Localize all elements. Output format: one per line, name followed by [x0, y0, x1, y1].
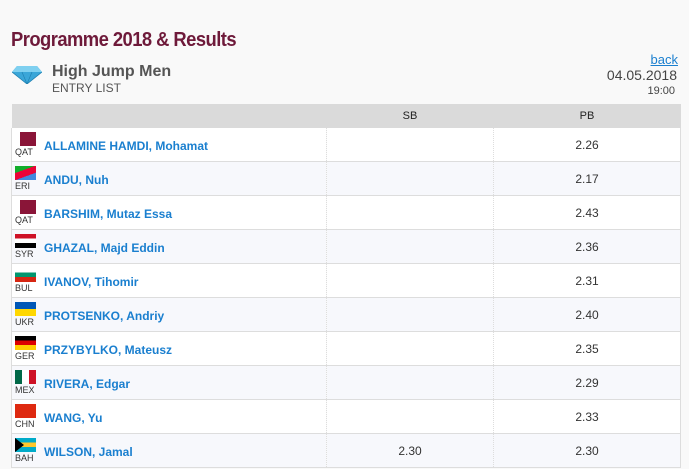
sb-cell: [326, 229, 494, 264]
flag-bul-icon: [15, 268, 36, 282]
athlete-name-link[interactable]: GHAZAL, Majd Eddin: [44, 241, 165, 255]
pb-cell: 2.30: [493, 433, 681, 468]
country-code: SYR: [15, 249, 34, 259]
sb-cell: [326, 161, 494, 196]
event-name: High Jump Men: [52, 63, 172, 80]
flag-ger-icon: [15, 336, 36, 350]
sb-cell: [326, 195, 494, 230]
country-code: BAH: [15, 453, 34, 463]
table-row: UKR PROTSENKO, Andriy 2.40: [11, 297, 681, 332]
entry-table: SB PB QAT ALLAMINE HAMDI, Mohamat 2.26 E…: [11, 104, 681, 468]
sb-cell: [326, 331, 494, 366]
back-link[interactable]: back: [650, 52, 678, 67]
athlete-name-link[interactable]: IVANOV, Tihomir: [44, 275, 139, 289]
athlete-cell: QAT BARSHIM, Mutaz Essa: [11, 195, 327, 230]
table-row: BUL IVANOV, Tihomir 2.31: [11, 263, 681, 298]
page-title: Programme 2018 & Results: [11, 29, 237, 51]
sb-cell: [326, 297, 494, 332]
flag-bah-icon: [15, 438, 36, 452]
flag-ukr-icon: [15, 302, 36, 316]
athlete-name-link[interactable]: RIVERA, Edgar: [44, 377, 131, 391]
athlete-name-link[interactable]: WILSON, Jamal: [44, 445, 133, 459]
country-code: QAT: [15, 215, 33, 225]
table-row: ERI ANDU, Nuh 2.17: [11, 161, 681, 196]
table-row: SYR GHAZAL, Majd Eddin 2.36: [11, 229, 681, 264]
sb-cell: 2.30: [326, 433, 494, 468]
column-header-sb: SB: [326, 104, 494, 128]
athlete-cell: SYR GHAZAL, Majd Eddin: [11, 229, 327, 264]
sb-cell: [326, 128, 494, 162]
table-row: MEX RIVERA, Edgar 2.29: [11, 365, 681, 400]
athlete-name-link[interactable]: ALLAMINE HAMDI, Mohamat: [44, 139, 208, 153]
pb-cell: 2.36: [493, 229, 681, 264]
pb-cell: 2.17: [493, 161, 681, 196]
country-code: GER: [15, 351, 35, 361]
sb-cell: [326, 399, 494, 434]
table-row: QAT ALLAMINE HAMDI, Mohamat 2.26: [11, 128, 681, 162]
country-code: CHN: [15, 419, 35, 429]
pb-cell: 2.33: [493, 399, 681, 434]
flag-qat-icon: [15, 200, 36, 214]
country-code: BUL: [15, 283, 33, 293]
athlete-name-link[interactable]: PROTSENKO, Andriy: [44, 309, 165, 323]
pb-cell: 2.43: [493, 195, 681, 230]
flag-eri-icon: [15, 166, 36, 180]
event-time: 19:00: [647, 85, 675, 97]
flag-qat-icon: [15, 132, 36, 146]
athlete-cell: GER PRZYBYLKO, Mateusz: [11, 331, 327, 366]
athlete-cell: ERI ANDU, Nuh: [11, 161, 327, 196]
athlete-name-link[interactable]: WANG, Yu: [44, 411, 103, 425]
athlete-cell: MEX RIVERA, Edgar: [11, 365, 327, 400]
table-row: BAH WILSON, Jamal 2.30 2.30: [11, 433, 681, 468]
event-date: 04.05.2018: [606, 67, 677, 83]
sb-cell: [326, 263, 494, 298]
country-code: UKR: [15, 317, 35, 327]
table-row: QAT BARSHIM, Mutaz Essa 2.43: [11, 195, 681, 230]
athlete-cell: QAT ALLAMINE HAMDI, Mohamat: [11, 128, 327, 162]
flag-syr-icon: [15, 234, 36, 248]
column-header-pb: PB: [493, 104, 681, 128]
table-header: SB PB: [11, 104, 681, 128]
table-row: GER PRZYBYLKO, Mateusz 2.35: [11, 331, 681, 366]
table-row: CHN WANG, Yu 2.33: [11, 399, 681, 434]
pb-cell: 2.31: [493, 263, 681, 298]
athlete-name-link[interactable]: BARSHIM, Mutaz Essa: [44, 207, 173, 221]
athlete-name-link[interactable]: ANDU, Nuh: [44, 173, 109, 187]
flag-chn-icon: [15, 404, 36, 418]
event-subtitle: ENTRY LIST: [52, 81, 121, 95]
country-code: ERI: [15, 181, 31, 191]
athlete-cell: CHN WANG, Yu: [11, 399, 327, 434]
athlete-cell: BUL IVANOV, Tihomir: [11, 263, 327, 298]
athlete-cell: BAH WILSON, Jamal: [11, 433, 327, 468]
flag-mex-icon: [15, 370, 36, 384]
diamond-icon: [12, 66, 42, 84]
sb-cell: [326, 365, 494, 400]
country-code: QAT: [15, 147, 33, 157]
country-code: MEX: [15, 385, 35, 395]
column-header-athlete: [11, 104, 327, 128]
pb-cell: 2.26: [493, 128, 681, 162]
pb-cell: 2.35: [493, 331, 681, 366]
athlete-name-link[interactable]: PRZYBYLKO, Mateusz: [44, 343, 173, 357]
pb-cell: 2.29: [493, 365, 681, 400]
pb-cell: 2.40: [493, 297, 681, 332]
athlete-cell: UKR PROTSENKO, Andriy: [11, 297, 327, 332]
